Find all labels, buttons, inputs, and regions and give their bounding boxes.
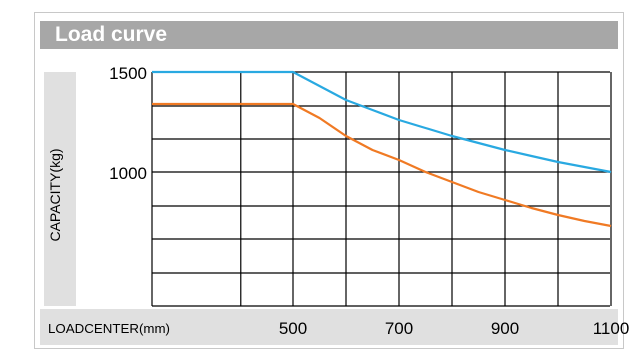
- tick-labels: 1500 1000 500 700 900 1100: [109, 64, 629, 338]
- series-line-1: [152, 102, 612, 228]
- chart-header: Load curve: [40, 21, 618, 49]
- chart-series: [152, 70, 612, 228]
- x-tick-label-1: 700: [385, 319, 413, 338]
- y-tick-label-0: 1500: [109, 64, 147, 83]
- x-tick-label-0: 500: [279, 319, 307, 338]
- y-tick-label-1: 1000: [109, 164, 147, 183]
- x-axis-label: LOADCENTER(mm): [48, 321, 170, 336]
- chart-frame: [34, 12, 624, 349]
- chart-grid: [151, 71, 612, 307]
- x-tick-label-2: 900: [491, 319, 519, 338]
- y-axis-label-band: [44, 72, 76, 306]
- chart-title: Load curve: [55, 23, 168, 46]
- x-tick-label-3: 1100: [593, 319, 630, 338]
- series-line-0: [152, 70, 612, 174]
- x-axis-label-band: [40, 309, 618, 345]
- y-axis-label: CAPACITY(kg): [47, 148, 63, 241]
